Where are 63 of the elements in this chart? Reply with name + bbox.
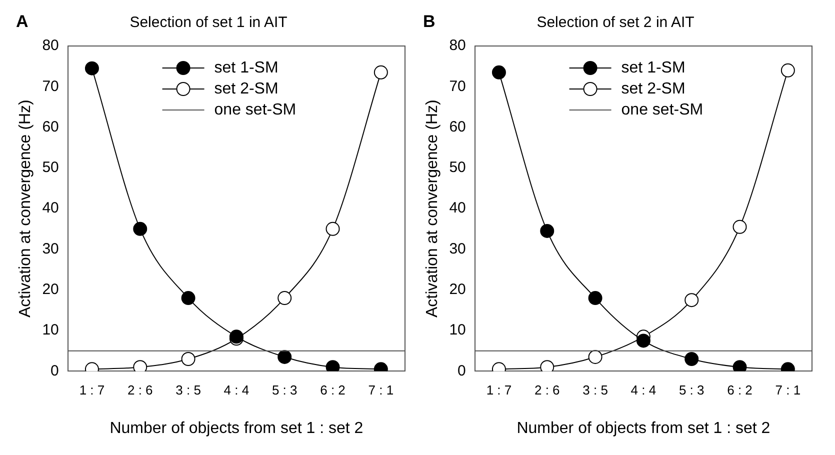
point <box>684 293 699 308</box>
legend-label: one set-SM <box>621 101 704 118</box>
chart-title: Selection of set 2 in AIT <box>536 14 694 32</box>
y-tick-label: 20 <box>449 281 466 298</box>
point <box>326 222 340 236</box>
x-tick-label: 2 : 6 <box>534 382 560 398</box>
y-axis-title: Activation at convergence (Hz) <box>17 100 34 318</box>
x-tick-label: 6 : 2 <box>727 382 752 398</box>
y-tick-label: 50 <box>42 159 59 176</box>
text: B <box>423 12 436 32</box>
y-tick-label: 20 <box>42 281 59 298</box>
x-tick-label: 5 : 3 <box>272 382 298 398</box>
x-tick-label: 4 : 4 <box>224 382 250 398</box>
point <box>374 65 388 80</box>
x-tick-label: 4 : 4 <box>630 382 656 398</box>
legend-label: set 1-SM <box>214 59 278 76</box>
point <box>588 350 602 364</box>
x-tick-label: 1 : 7 <box>486 382 512 398</box>
x-tick-label: 1 : 7 <box>79 382 105 398</box>
y-tick-label: 60 <box>449 118 466 136</box>
legend-label: set 2-SM <box>621 80 686 98</box>
point <box>278 291 292 306</box>
x-tick-label: 5 : 3 <box>678 382 704 398</box>
x-tick-label: 6 : 2 <box>320 382 346 398</box>
chart-title: Selection of set 1 in AIT <box>130 14 288 32</box>
legend-label: one set-SM <box>214 101 296 118</box>
point <box>181 352 196 366</box>
point <box>540 224 554 238</box>
point <box>636 334 650 348</box>
x-tick-label: 2 : 6 <box>127 382 153 398</box>
y-tick-label: 0 <box>50 362 59 380</box>
y-tick-label: 60 <box>42 118 59 136</box>
point <box>492 65 506 80</box>
y-tick-label: 10 <box>42 322 59 339</box>
y-tick-label: 40 <box>42 200 59 217</box>
x-axis-title: Number of objects from set 1 : set 2 <box>110 420 364 437</box>
point <box>684 352 699 366</box>
point <box>780 63 795 78</box>
text: A <box>16 12 28 32</box>
point <box>732 220 747 234</box>
legend-label: set 2-SM <box>214 80 278 98</box>
y-tick-label: 30 <box>42 240 59 258</box>
x-tick-label: 7 : 1 <box>368 382 394 398</box>
y-tick-label: 70 <box>42 78 59 95</box>
y-tick-label: 80 <box>42 37 59 54</box>
x-tick-label: 3 : 5 <box>582 382 608 398</box>
x-axis-title: Number of objects from set 1 : set 2 <box>516 420 770 437</box>
x-tick-label: 3 : 5 <box>176 382 201 398</box>
point <box>278 350 292 364</box>
y-tick-label: 10 <box>449 322 466 339</box>
y-tick-label: 30 <box>449 240 466 258</box>
y-tick-label: 70 <box>449 78 466 95</box>
point <box>588 291 602 306</box>
point <box>133 222 148 236</box>
x-tick-label: 7 : 1 <box>775 382 801 398</box>
legend-label: set 1-SM <box>621 59 686 76</box>
y-tick-label: 40 <box>449 200 466 217</box>
point <box>84 61 99 76</box>
y-tick-label: 0 <box>458 362 466 380</box>
y-axis-title: Activation at convergence (Hz) <box>424 100 442 318</box>
point <box>181 291 196 306</box>
y-tick-label: 50 <box>449 159 466 176</box>
y-tick-label: 80 <box>449 37 466 54</box>
